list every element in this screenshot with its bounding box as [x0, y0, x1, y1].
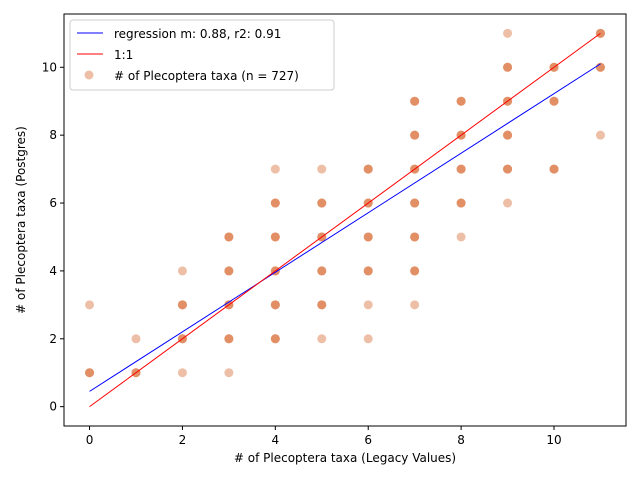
regression-line: [89, 63, 601, 392]
scatter-point: [410, 198, 420, 208]
scatter-point: [456, 232, 466, 242]
scatter-point: [224, 334, 234, 344]
legend: regression m: 0.88, r2: 0.91 1:1 # of Pl…: [69, 19, 335, 91]
scatter-point: [410, 130, 420, 140]
y-axis-label: # of Plecoptera taxa (Postgres): [14, 126, 28, 314]
scatter-point: [224, 266, 234, 276]
scatter-point: [270, 300, 280, 310]
scatter-point: [363, 232, 373, 242]
legend-box: [69, 19, 335, 91]
scatter-point: [363, 164, 373, 174]
scatter-point: [410, 300, 420, 310]
scatter-point: [85, 368, 95, 378]
scatter-points: [85, 28, 605, 378]
scatter-point: [410, 266, 420, 276]
scatter-point: [503, 198, 513, 208]
scatter-point: [317, 266, 327, 276]
scatter-point: [503, 164, 513, 174]
scatter-point: [270, 198, 280, 208]
x-axis: 0 2 4 6 8 10: [86, 426, 562, 447]
y-tick-label: 6: [49, 196, 57, 210]
x-axis-label: # of Plecoptera taxa (Legacy Values): [234, 451, 456, 465]
x-tick-label: 10: [546, 433, 561, 447]
x-tick-label: 8: [457, 433, 465, 447]
scatter-point: [131, 334, 141, 344]
y-tick-label: 2: [49, 332, 57, 346]
scatter-point: [85, 300, 95, 310]
y-tick-label: 8: [49, 128, 57, 142]
scatter-point: [503, 28, 513, 38]
scatter-point: [363, 266, 373, 276]
legend-label-regression: regression m: 0.88, r2: 0.91: [114, 27, 281, 41]
plot-frame: [63, 13, 627, 427]
scatter-point: [177, 368, 187, 378]
legend-label-one-to-one: 1:1: [114, 48, 133, 62]
scatter-point: [456, 96, 466, 106]
y-tick-label: 4: [49, 264, 57, 278]
one-to-one-line: [89, 32, 601, 408]
scatter-point: [595, 130, 605, 140]
scatter-point: [177, 300, 187, 310]
x-tick-label: 4: [272, 433, 280, 447]
scatter-point: [503, 130, 513, 140]
scatter-point: [549, 96, 559, 106]
scatter-point: [317, 164, 327, 174]
y-axis: 0 2 4 6 8 10: [42, 60, 64, 414]
y-tick-label: 0: [49, 400, 57, 414]
scatter-point: [503, 62, 513, 72]
scatter-point: [549, 164, 559, 174]
scatter-point: [270, 334, 280, 344]
x-tick-label: 2: [179, 433, 187, 447]
scatter-point: [317, 334, 327, 344]
scatter-point: [224, 368, 234, 378]
fit-lines: [89, 32, 601, 408]
legend-label-points: # of Plecoptera taxa (n = 727): [114, 69, 299, 83]
scatter-point: [363, 300, 373, 310]
scatter-point: [410, 232, 420, 242]
scatter-point: [456, 164, 466, 174]
scatter-point: [317, 198, 327, 208]
scatter-point: [270, 232, 280, 242]
scatter-point: [410, 96, 420, 106]
x-tick-label: 6: [364, 433, 372, 447]
scatter-point: [456, 198, 466, 208]
scatter-point: [270, 164, 280, 174]
scatter-point: [177, 266, 187, 276]
x-tick-label: 0: [86, 433, 94, 447]
scatter-point: [224, 232, 234, 242]
scatter-point: [363, 334, 373, 344]
legend-swatch-points: [84, 70, 94, 80]
scatter-point: [317, 300, 327, 310]
y-tick-label: 10: [42, 60, 57, 74]
